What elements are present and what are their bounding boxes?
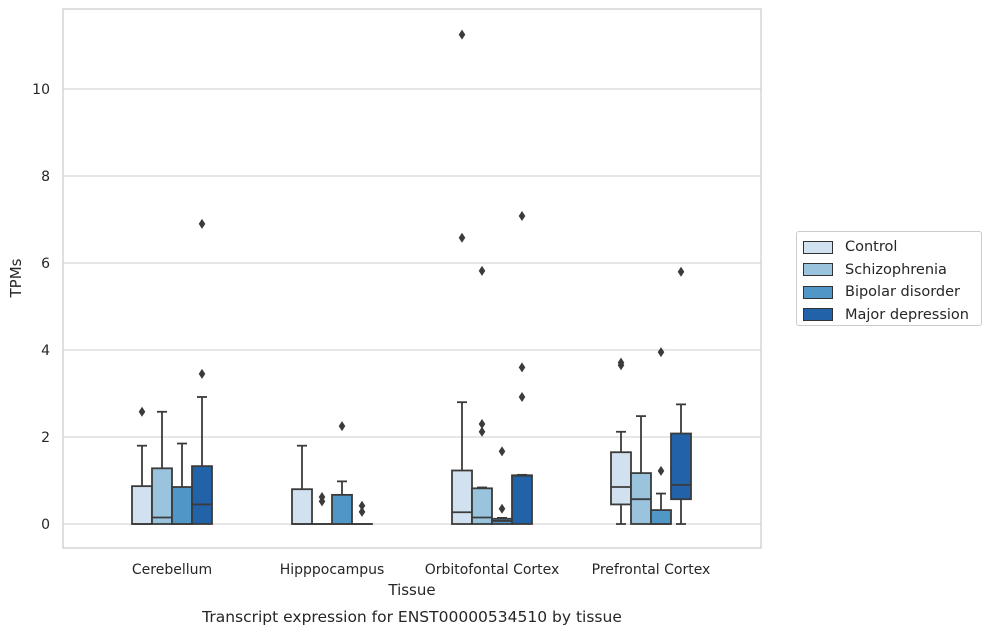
outlier-point — [518, 211, 526, 222]
y-tick-label: 0 — [41, 517, 50, 533]
plot-background — [63, 9, 761, 548]
y-tick-label: 6 — [41, 256, 50, 272]
box — [670, 432, 692, 501]
plot-frame — [62, 8, 762, 549]
outlier-point — [657, 347, 665, 358]
box-3-3 — [670, 266, 692, 525]
outlier-point — [617, 357, 625, 368]
y-tick-label: 4 — [41, 343, 50, 359]
legend-swatch — [803, 285, 833, 299]
outlier-point — [458, 29, 466, 40]
outlier-point — [657, 465, 665, 476]
outlier-point — [518, 391, 526, 402]
legend-item: Schizophrenia — [803, 259, 981, 282]
box — [151, 467, 173, 525]
y-tick-label: 2 — [41, 430, 50, 446]
x-tick-label: Hipppocampus — [280, 562, 385, 578]
x-tick-labels: Cerebellum Hipppocampus Orbitofontal Corte… — [132, 562, 710, 578]
legend-swatch — [803, 240, 833, 254]
outlier-point — [338, 421, 346, 432]
legend-swatch — [803, 308, 833, 322]
legend-label: Schizophrenia — [845, 261, 947, 278]
box — [331, 493, 353, 525]
box-1-2 — [471, 265, 493, 525]
box — [650, 509, 672, 525]
x-axis-label: Tissue — [387, 581, 435, 599]
legend-label: Bipolar disorder — [845, 284, 960, 301]
outlier-point — [138, 406, 146, 417]
outlier-point — [518, 362, 526, 373]
box-0-1 — [291, 444, 313, 525]
box — [131, 485, 153, 525]
outlier-point — [478, 265, 486, 276]
box — [291, 488, 313, 525]
outlier-point — [198, 368, 206, 379]
legend-item: Major depression — [803, 304, 981, 327]
legend-swatch — [803, 263, 833, 277]
outlier-point — [478, 426, 486, 437]
outlier-point — [498, 503, 506, 514]
box-1-3 — [630, 415, 652, 525]
box-3-2 — [511, 211, 533, 525]
box — [191, 465, 213, 525]
outlier-point — [358, 500, 366, 511]
box-0-2 — [451, 29, 473, 525]
outlier-point — [458, 232, 466, 243]
legend: Control Schizophrenia Bipolar disorder Majo… — [796, 231, 982, 326]
box-3-1 — [351, 500, 373, 525]
box-2-2 — [491, 446, 513, 525]
box-3-0 — [191, 218, 213, 525]
outlier-point — [478, 418, 486, 429]
box — [451, 469, 473, 525]
outlier-point — [677, 266, 685, 277]
box-2-3 — [650, 347, 672, 525]
y-tick-label: 8 — [41, 169, 50, 185]
y-axis-label: TPMs — [7, 258, 25, 298]
chart-caption: Transcript expression for ENST0000053451… — [201, 608, 622, 626]
box-0-0 — [131, 406, 153, 525]
y-tick-labels: 0 2 4 6 8 10 — [32, 82, 50, 533]
legend-item: Bipolar disorder — [803, 281, 981, 304]
box — [171, 486, 193, 525]
x-tick-label: Prefrontal Cortex — [592, 562, 711, 578]
legend-label: Control — [845, 239, 898, 256]
outlier-point — [318, 492, 326, 503]
box-2-1 — [331, 421, 353, 525]
outlier-point — [358, 506, 366, 517]
box — [511, 474, 533, 525]
box-series — [131, 29, 692, 525]
legend-label: Major depression — [845, 306, 969, 323]
x-tick-label: Cerebellum — [132, 562, 212, 578]
legend-item: Control — [803, 236, 981, 259]
outlier-point — [498, 446, 506, 457]
box — [610, 451, 632, 506]
box — [471, 487, 493, 525]
y-tick-label: 10 — [32, 82, 50, 98]
outlier-point — [198, 218, 206, 229]
x-tick-label: Orbitofontal Cortex — [425, 562, 560, 578]
